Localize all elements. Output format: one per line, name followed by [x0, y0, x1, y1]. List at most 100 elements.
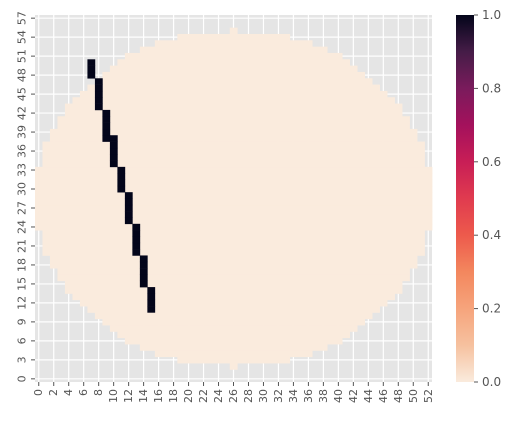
heatmap-row-span — [57, 274, 410, 282]
heatmap-row-span — [154, 40, 313, 48]
heatmap-cell — [132, 249, 141, 256]
heatmap-cell — [147, 287, 156, 294]
heatmap-row-span — [42, 147, 425, 155]
heatmap-row-span — [177, 356, 291, 364]
heatmap-cell — [94, 78, 103, 85]
heatmap-row-span — [35, 166, 433, 174]
x-tick-label: 30 — [257, 389, 270, 403]
y-tick-label: 15 — [16, 277, 29, 291]
heatmap-cell — [124, 217, 133, 225]
heatmap-row-span — [35, 198, 433, 206]
heatmap-cell — [94, 97, 103, 104]
heatmap-row-span — [64, 287, 403, 294]
heatmap-row-span — [49, 255, 418, 263]
x-tick-label: 0 — [32, 389, 45, 396]
heatmap-row-span — [35, 179, 433, 187]
heatmap-row-span — [87, 84, 380, 92]
heatmap-cell — [109, 141, 118, 149]
heatmap-cell — [87, 71, 96, 79]
heatmap-row-span — [139, 46, 328, 54]
x-tick-label: 24 — [212, 389, 225, 403]
colorbar-tick-label: 1.0 — [482, 8, 501, 22]
heatmap-row-span — [154, 350, 313, 358]
x-tick-label: 12 — [122, 389, 135, 403]
x-tick-label: 16 — [152, 389, 165, 403]
heatmap-cell — [132, 236, 141, 244]
heatmap-row-span — [35, 185, 433, 193]
colorbar: 0.0 0.2 0.4 0.6 0.8 1.0 — [456, 8, 501, 389]
heatmap-row-span — [42, 160, 425, 168]
heatmap-cell — [147, 293, 156, 301]
x-tick-label: 6 — [77, 389, 90, 396]
x-tick-label: 38 — [317, 389, 330, 403]
heatmap-row-span — [57, 268, 410, 275]
plot-area — [35, 15, 433, 382]
x-tick-label: 44 — [362, 389, 375, 403]
heatmap-cell — [139, 255, 148, 263]
heatmap-row-span — [42, 154, 425, 161]
y-tick-label: 51 — [16, 49, 29, 63]
x-tick-label: 52 — [422, 389, 435, 403]
heatmap-row-span — [49, 261, 418, 269]
x-axis: 0 2 4 6 8 10 12 14 16 18 20 22 24 26 28 30 32 34 36 38 40 42 4… — [32, 382, 435, 403]
heatmap-row-span — [124, 52, 343, 60]
x-tick-label: 32 — [272, 389, 285, 403]
heatmap-row-span — [229, 27, 238, 35]
y-tick-label: 48 — [16, 68, 29, 82]
heatmap-cell — [139, 261, 148, 269]
heatmap-row-span — [42, 242, 425, 250]
x-tick-label: 8 — [92, 389, 105, 396]
heatmap-row-span — [57, 116, 410, 123]
heatmap-row-span — [35, 173, 433, 180]
y-tick-label: 33 — [16, 163, 29, 177]
heatmap-cell — [109, 160, 118, 168]
heatmap-cell — [117, 185, 126, 193]
x-tick-label: 22 — [197, 389, 210, 403]
y-tick-label: 12 — [16, 296, 29, 310]
heatmap-cell — [87, 65, 96, 73]
heatmap-row-span — [109, 65, 358, 73]
heatmap-row-span — [102, 71, 365, 79]
heatmap-row-span — [79, 299, 388, 307]
x-tick-label: 48 — [392, 389, 405, 403]
heatmap-cell — [94, 84, 103, 92]
heatmap-row-span — [94, 312, 373, 320]
heatmap-row-span — [42, 249, 425, 256]
heatmap-row-span — [72, 293, 395, 301]
heatmap-cell — [109, 154, 118, 161]
y-tick-label: 21 — [16, 239, 29, 253]
heatmap-row-span — [117, 331, 351, 339]
heatmap-cell — [124, 211, 133, 218]
x-tick-label: 28 — [242, 389, 255, 403]
heatmap-row-span — [35, 204, 433, 212]
heatmap-row-span — [124, 337, 343, 345]
colorbar-tick-label: 0.8 — [482, 81, 501, 95]
heatmap-cell — [94, 90, 103, 98]
heatmap-row-span — [109, 325, 358, 332]
heatmap-cell — [139, 274, 148, 282]
heatmap-row-span — [35, 192, 433, 199]
heatmap-row-span — [35, 211, 433, 218]
heatmap-row-span — [79, 90, 388, 98]
x-tick-label: 50 — [407, 389, 420, 403]
heatmap-row-span — [35, 217, 433, 225]
heatmap-cell — [117, 173, 126, 180]
heatmap-cell — [117, 166, 126, 174]
heatmap-row-span — [49, 135, 418, 142]
heatmap-row-span — [64, 103, 403, 111]
heatmap-row-span — [87, 306, 380, 313]
x-tick-label: 2 — [47, 389, 60, 396]
heatmap-cell — [102, 116, 111, 123]
heatmap-cell — [102, 135, 111, 142]
heatmap-cell — [139, 268, 148, 275]
heatmap-cell — [132, 230, 141, 237]
heatmap-row-span — [94, 78, 373, 86]
heatmap-cell — [124, 192, 133, 199]
heatmap-cell — [117, 179, 126, 187]
x-tick-label: 46 — [377, 389, 390, 403]
x-tick-label: 4 — [62, 389, 75, 396]
heatmap-row-span — [42, 230, 425, 237]
heatmap-cell — [124, 204, 133, 212]
y-tick-label: 0 — [16, 375, 29, 382]
